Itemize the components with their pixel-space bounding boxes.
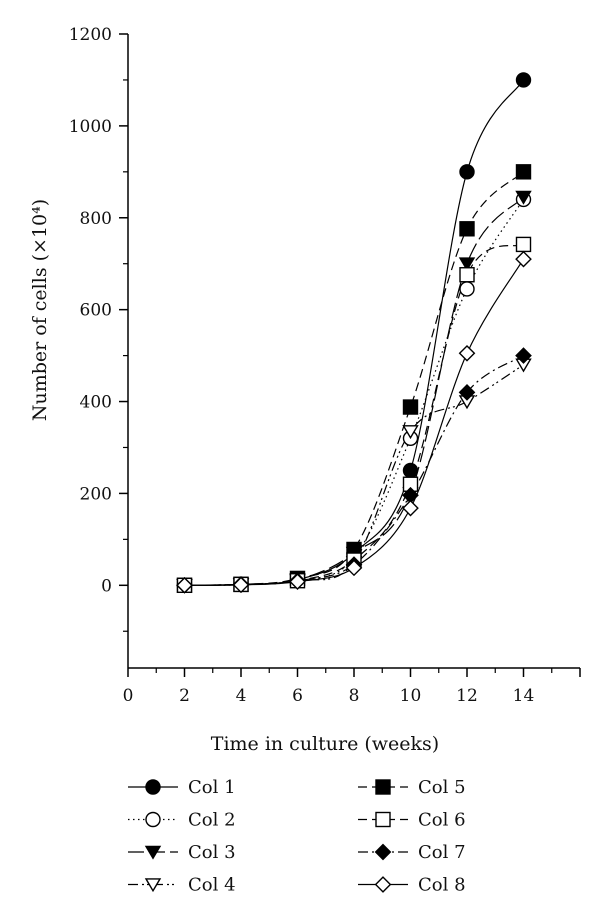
y-tick-label: 200 — [80, 484, 112, 504]
y-tick-label: 1200 — [69, 25, 112, 45]
data-point-series-5 — [515, 164, 532, 180]
x-tick-label: 2 — [179, 686, 190, 706]
data-point-series-8 — [515, 250, 532, 268]
legend-label-2: Col 2 — [188, 810, 236, 831]
legend-label-5: Col 5 — [418, 777, 466, 798]
data-point-series-1 — [515, 72, 532, 88]
x-tick-label: 12 — [456, 686, 478, 706]
series-lines — [184, 79, 525, 586]
axes: 0 200 400 600 800 1000 1200 0 2 4 6 8 10 12 14 — [69, 25, 581, 706]
data-point-series-1 — [402, 462, 419, 479]
legend-marker-2 — [145, 811, 161, 828]
legend-marker-3 — [144, 845, 162, 860]
legend: Col 1 Col 2 Col 3 Col 4 Col 5 Col 6 Col 7 Col 8 — [128, 777, 466, 896]
series-line-1 — [184, 79, 525, 586]
data-point-series-3 — [515, 190, 532, 205]
data-point-series-1 — [459, 164, 475, 180]
x-tick-label: 0 — [123, 686, 134, 706]
legend-marker-7 — [374, 843, 392, 861]
legend-label-8: Col 8 — [418, 875, 466, 896]
data-point-series-8 — [176, 576, 193, 594]
series-markers — [176, 72, 532, 594]
y-tick-label: 1000 — [69, 117, 112, 137]
series-line-8 — [184, 258, 525, 586]
y-tick-label: 400 — [80, 393, 112, 413]
data-point-series-6 — [459, 267, 475, 283]
legend-marker-4 — [144, 878, 162, 893]
legend-marker-6 — [375, 811, 391, 828]
data-point-series-7 — [458, 384, 476, 401]
x-tick-label: 6 — [292, 686, 303, 706]
data-point-series-4 — [402, 425, 419, 440]
data-point-series-8 — [458, 344, 476, 362]
data-point-series-6 — [515, 236, 532, 253]
data-point-series-5 — [459, 221, 475, 237]
data-point-series-8 — [289, 573, 306, 590]
legend-label-3: Col 3 — [188, 842, 236, 863]
x-tick-label: 14 — [513, 686, 535, 706]
y-tick-label: 0 — [101, 576, 112, 596]
legend-label-4: Col 4 — [188, 875, 236, 896]
y-axis-title: Number of cells (×10⁴) — [29, 199, 51, 421]
legend-label-6: Col 6 — [418, 810, 466, 831]
data-point-series-3 — [458, 257, 476, 272]
legend-label-7: Col 7 — [418, 842, 466, 863]
data-point-series-8 — [402, 499, 419, 517]
x-tick-label: 4 — [236, 686, 247, 706]
x-axis-title: Time in culture (weeks) — [211, 733, 439, 755]
data-point-series-8 — [345, 559, 363, 577]
y-tick-label: 800 — [80, 209, 112, 229]
x-tick-label: 8 — [349, 686, 360, 706]
legend-marker-1 — [145, 779, 161, 795]
legend-marker-5 — [375, 779, 391, 795]
series-line-6 — [184, 243, 524, 586]
data-point-series-5 — [402, 399, 419, 415]
data-point-series-8 — [232, 576, 250, 594]
y-tick-label: 600 — [80, 301, 112, 321]
legend-marker-8 — [374, 876, 392, 893]
legend-label-1: Col 1 — [188, 777, 236, 798]
x-tick-label: 10 — [400, 686, 422, 706]
data-point-series-2 — [459, 281, 475, 297]
data-point-series-7 — [515, 347, 532, 364]
